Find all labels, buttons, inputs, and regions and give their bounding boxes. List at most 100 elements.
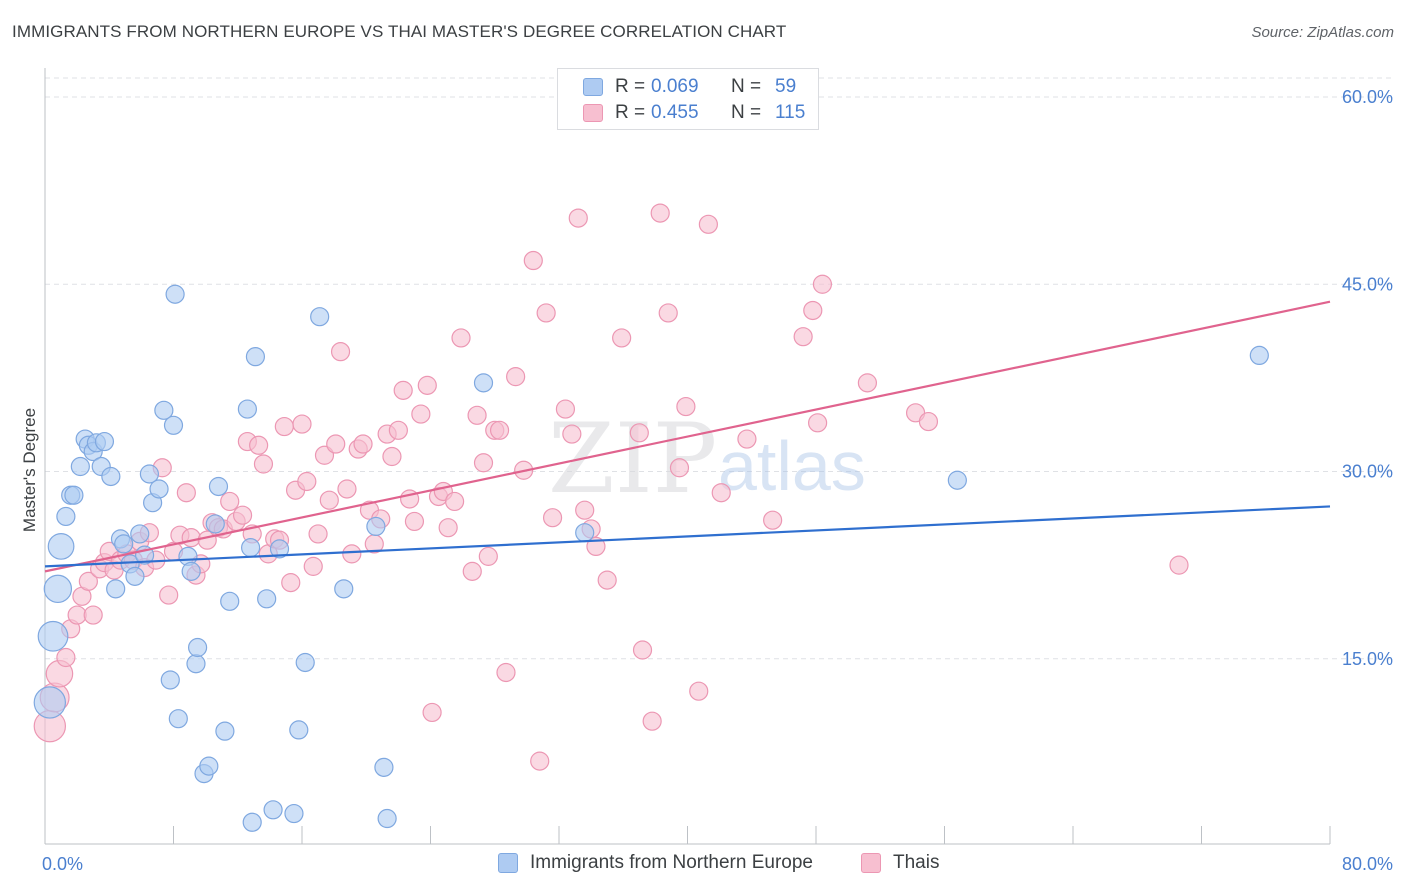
legend-row-northern-europe: R = 0.069 N = 59 [583,76,796,98]
data-point [163,415,184,435]
legend-n-value: 59 [775,76,797,97]
data-point [303,556,323,576]
legend-n-value: 115 [775,102,806,123]
chart-title: IMMIGRANTS FROM NORTHERN EUROPE VS THAI … [12,22,787,41]
data-point [33,686,67,719]
data-point [737,429,757,449]
data-point [698,214,718,234]
data-point [70,456,90,477]
data-point [56,506,76,527]
data-point [530,751,550,771]
data-point [297,471,317,492]
data-point [310,307,330,327]
data-point [187,637,208,658]
data-point [650,203,670,223]
data-point [106,579,126,599]
data-point [160,670,180,690]
legend-label-thais: Thais [893,852,940,873]
x-tick-right: 80.0% [1342,854,1393,874]
data-point [326,434,346,454]
legend-item-northern-europe[interactable]: Immigrants from Northern Europe [498,852,813,874]
trend-line-northern-europe [44,505,1331,568]
trend-line-thais [44,300,1331,573]
data-point [241,538,261,558]
legend-r-label: R = [615,76,646,97]
legend-item-thais[interactable]: Thais [861,852,939,874]
data-point [467,405,487,425]
northern-europe-points [33,284,1269,832]
legend-swatch-blue [498,853,518,873]
y-tick-label: 15.0% [1342,649,1393,669]
data-point [232,505,253,525]
data-point [669,458,690,478]
y-tick-label: 30.0% [1342,462,1393,482]
legend-r-label: R = [615,102,646,123]
legend-swatch-pink [583,104,603,122]
data-point [37,620,69,652]
data-point [478,546,498,566]
data-point [176,483,196,503]
data-point [215,721,235,741]
data-point [186,654,206,674]
data-point [793,327,813,347]
data-point [168,709,188,729]
data-point [555,399,576,419]
data-point [438,518,458,538]
data-point [803,300,823,321]
data-point [575,523,595,543]
data-point [374,757,394,777]
data-point [489,420,510,440]
data-point [245,347,266,367]
trend-lines [44,300,1331,573]
data-point [353,434,373,454]
data-point [388,420,408,440]
stats-legend: R = 0.069 N = 59 R = 0.455 N = 115 [557,68,819,130]
data-point [308,524,328,544]
data-point [597,570,617,590]
data-point [154,400,174,420]
data-point [562,424,582,444]
data-point [658,303,678,323]
data-point [451,328,471,348]
data-point [444,491,465,512]
data-point [181,561,201,581]
data-point [130,524,150,544]
data-point [101,466,121,487]
legend-n-label: N = [731,102,762,123]
data-point [342,544,362,564]
data-point [274,416,294,437]
data-point [334,579,354,599]
thais-points [33,203,1189,771]
data-point [918,411,939,432]
data-point [506,367,526,387]
data-point [47,533,75,560]
data-point [295,652,315,673]
legend-row-thais: R = 0.455 N = 115 [583,102,805,124]
data-point [366,516,386,537]
data-point [292,414,312,434]
data-point [269,539,290,559]
data-point [114,534,134,554]
data-point [43,574,73,604]
data-point [812,274,833,294]
data-point [947,470,967,490]
data-point [473,453,494,473]
data-point [199,756,219,776]
data-point [337,479,357,499]
data-point [417,375,437,395]
y-axis-label: Master's Degree [20,407,39,533]
data-point [393,380,413,400]
data-point [1249,345,1269,366]
data-point [56,647,76,668]
data-point [676,396,696,417]
data-point [83,605,103,625]
data-point [319,490,339,510]
data-point [330,342,351,362]
data-point [711,483,731,503]
watermark-zip: ZIP [548,403,717,515]
data-point [404,511,425,532]
x-tick-labels: 0.0% 80.0% [42,854,1393,874]
data-point [242,812,262,832]
gridlines [45,77,1393,660]
data-point [382,446,402,467]
